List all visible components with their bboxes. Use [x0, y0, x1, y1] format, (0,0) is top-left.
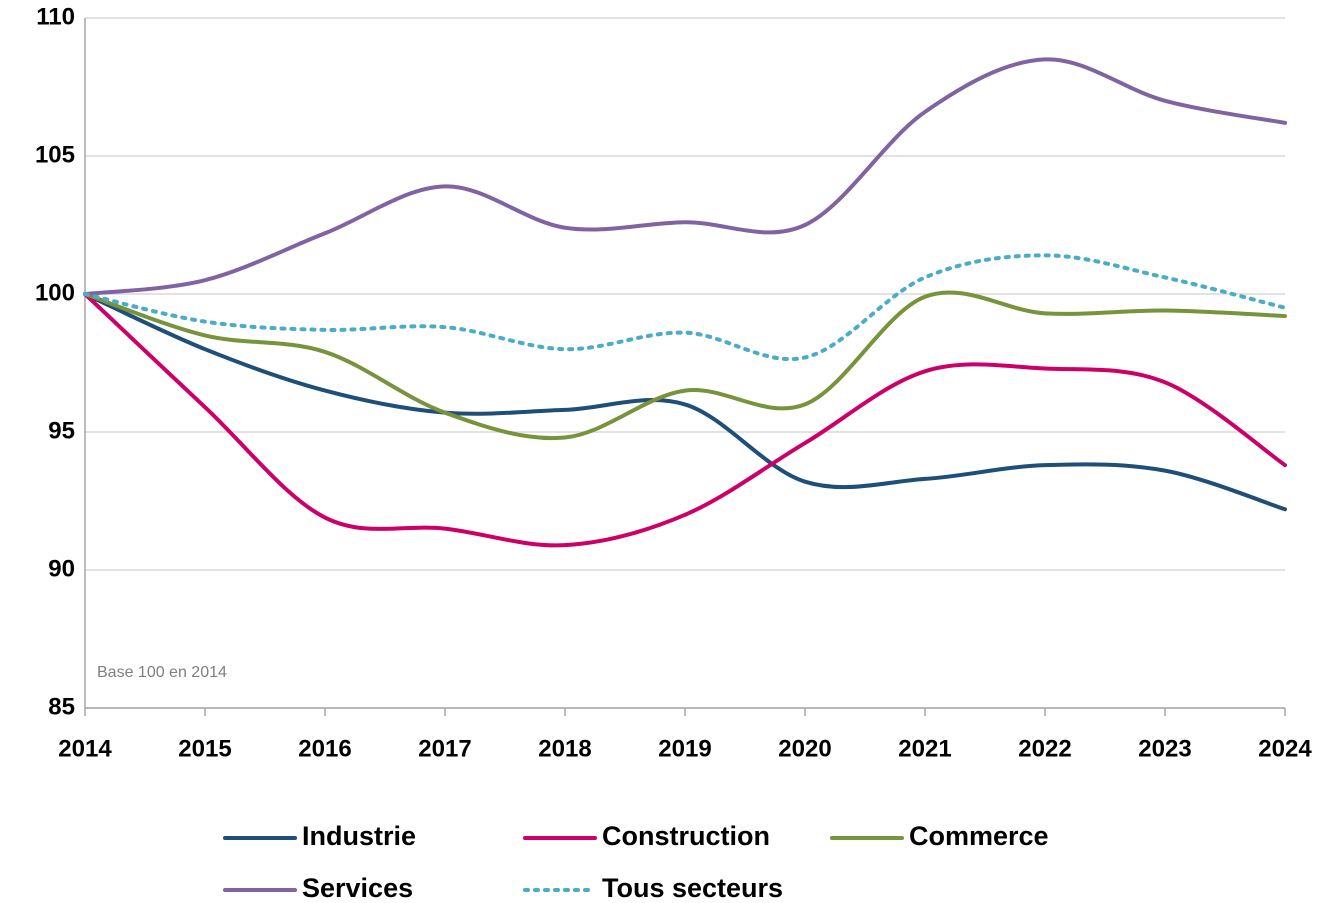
legend-label: Commerce — [909, 821, 1049, 851]
y-tick-label: 110 — [36, 3, 75, 30]
series-line — [83, 57, 1287, 296]
x-tick-label: 2014 — [58, 735, 112, 762]
series-line — [83, 292, 1287, 512]
y-tick-label: 95 — [48, 417, 75, 444]
x-tick-label: 2018 — [538, 735, 591, 762]
x-tick-label: 2017 — [418, 735, 471, 762]
x-tick-label: 2023 — [1138, 735, 1191, 762]
x-tick-label: 2019 — [658, 735, 711, 762]
series-line — [83, 253, 1287, 361]
legend-label: Construction — [602, 821, 770, 851]
x-tick-label: 2020 — [778, 735, 831, 762]
x-tick-label: 2024 — [1258, 735, 1312, 762]
x-tick-label: 2021 — [898, 735, 951, 762]
annotation: Base 100 en 2014 — [97, 664, 227, 681]
series-line — [83, 292, 1287, 548]
y-tick-label: 100 — [35, 279, 75, 306]
x-tick-label: 2022 — [1018, 735, 1071, 762]
legend-label: Industrie — [302, 821, 416, 851]
legend-label: Tous secteurs — [602, 873, 783, 903]
y-tick-label: 85 — [48, 693, 75, 720]
series-line — [83, 290, 1287, 441]
y-tick-label: 105 — [35, 141, 75, 168]
legend-label: Services — [302, 873, 413, 903]
x-tick-label: 2015 — [178, 735, 231, 762]
x-tick-label: 2016 — [298, 735, 351, 762]
y-tick-label: 90 — [48, 555, 75, 582]
